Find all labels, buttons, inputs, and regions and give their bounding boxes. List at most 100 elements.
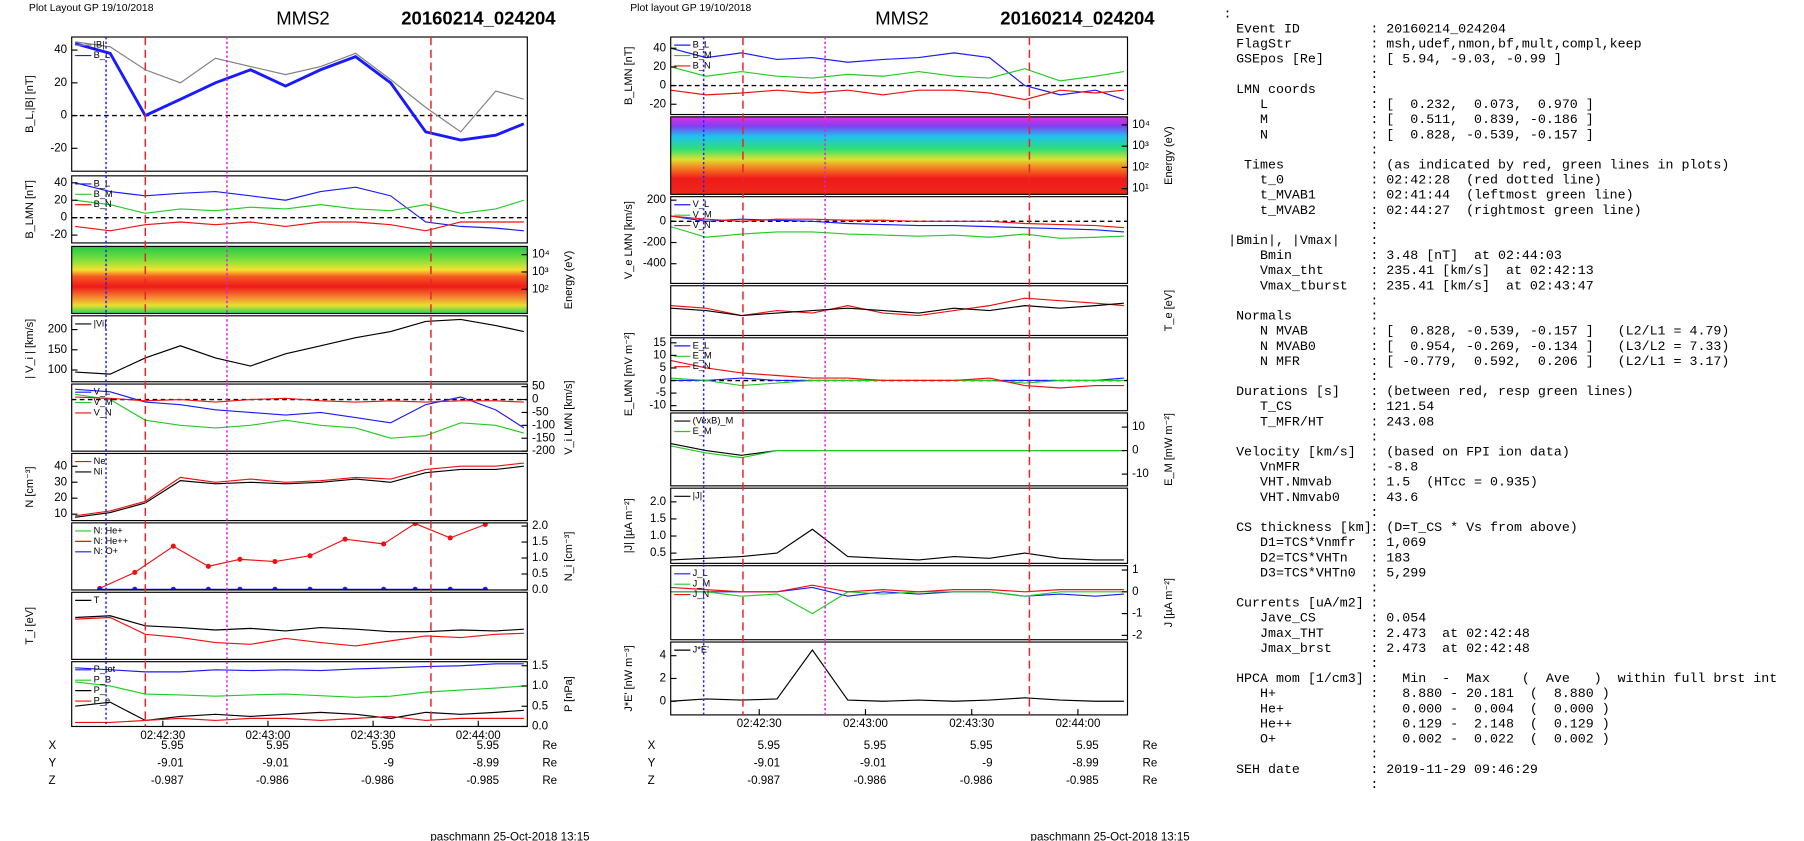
listing-value: : 5,299 (1370, 565, 1426, 580)
y-tick-label: 10³ (532, 266, 549, 278)
listing-key: t_0 (1228, 173, 1284, 188)
legend-label: N: He+ (94, 525, 123, 535)
series-line (670, 359, 1124, 389)
panel-frame (71, 452, 528, 522)
ephemeris-unit: Re (1143, 775, 1158, 787)
legend-label: B_M (693, 50, 712, 60)
listing-value: : 0.129 - 2.148 ( 0.129 ) (1370, 716, 1609, 731)
x-tick-label: 02:44:00 (456, 730, 501, 742)
ephemeris-label: Z (648, 775, 655, 787)
listing-value: : (1370, 580, 1378, 595)
series-line (670, 377, 1124, 387)
y-tick-label: 1.5 (532, 536, 548, 548)
y-axis-label: B_LMN [nT] (24, 180, 36, 239)
legend-label: E_L (693, 340, 709, 350)
y-axis-label: E_LMN [mV m⁻²] (623, 332, 635, 416)
listing-key: M (1228, 112, 1268, 127)
legend-label: J*E' (693, 645, 709, 655)
ephemeris-unit: Re (1143, 758, 1158, 770)
y-tick-label: 20 (653, 61, 666, 73)
ephemeris-value: 5.95 (1076, 740, 1098, 752)
data-point (342, 586, 348, 590)
series-line (74, 42, 525, 142)
y-tick-label: 10³ (1132, 140, 1149, 152)
panel-frame (670, 487, 1129, 564)
data-point (205, 563, 211, 569)
plot-area (670, 584, 1124, 615)
y-tick-label: 1.0 (532, 680, 548, 692)
legend-label: J_N (693, 589, 709, 599)
series-line (75, 465, 524, 518)
listing-key: |Bmin|, |Vmax| (1228, 233, 1340, 248)
y-axis-label: B_LMN [nT] (623, 47, 635, 106)
legend-label: P_i (94, 685, 107, 695)
y-tick-label: 15 (653, 337, 666, 349)
listing-key: L (1228, 97, 1268, 112)
listing-key: D2=TCS*VHTn (1228, 550, 1348, 565)
y-tick-label: 200 (48, 324, 67, 336)
listing-key: LMN coords (1228, 82, 1316, 97)
listing-key: Currents [uA/m2] (1228, 596, 1364, 611)
listing-value: : (1370, 293, 1378, 308)
data-point (307, 586, 313, 590)
series-line (670, 584, 1124, 593)
event-id: 20160214_024204 (401, 8, 556, 29)
legend-label: B_L (94, 50, 110, 60)
legend-label: E_N (693, 361, 711, 371)
y-tick-label: -20 (649, 98, 666, 110)
panel-frame (670, 412, 1129, 487)
listing-value: : (1370, 82, 1378, 97)
y-tick-label: 0.5 (650, 547, 666, 559)
listing-value: : 243.08 (1370, 414, 1434, 429)
spectrogram (71, 246, 528, 314)
y-axis-label: T_e [eV] (1163, 290, 1175, 331)
panel-frame (670, 285, 1129, 337)
listing-value: : (1370, 656, 1378, 671)
y-axis-label: N [cm⁻³] (24, 466, 36, 507)
y-tick-label: 1.0 (650, 530, 666, 542)
listing-key: Durations [s] (1228, 384, 1340, 399)
data-point (97, 586, 103, 590)
ephemeris-label: Y (648, 758, 656, 770)
data-point (237, 586, 243, 590)
y-axis-label: J [µA m⁻²] (1163, 578, 1175, 627)
data-point (381, 586, 387, 590)
y-tick-label: 40 (54, 44, 67, 56)
panel-frame (71, 661, 528, 728)
series-line (670, 528, 1124, 561)
ephemeris-value: 5.95 (371, 740, 393, 752)
plot-area (97, 522, 488, 590)
legend-label: P_B (94, 675, 111, 685)
y-tick-label: 1.5 (532, 660, 548, 672)
listing-value: : 02:44:27 (rightmost green line) (1370, 203, 1641, 218)
legend-label: V_L (94, 387, 110, 397)
ephemeris-value: -0.986 (256, 775, 289, 787)
listing-key: N (1228, 127, 1268, 142)
listing-key: VHT.Nmvab (1228, 475, 1332, 490)
listing-key: Times (1228, 157, 1284, 172)
listing-key: He++ (1228, 716, 1292, 731)
listing-value: : (as indicated by red, green lines in p… (1370, 157, 1729, 172)
series-line (75, 462, 524, 517)
plot-footer: paschmann 25-Oct-2018 13:15 (1031, 832, 1190, 841)
listing-value: : (1370, 218, 1378, 233)
y-axis-label: V_i LMN [km/s] (563, 380, 575, 454)
legend-label: |B| (94, 40, 105, 50)
y-axis-label: P [nPa] (563, 676, 575, 712)
ephemeris-value: 5.95 (161, 740, 183, 752)
x-tick-label: 02:43:00 (245, 730, 290, 742)
listing-value: : (1370, 429, 1378, 444)
y-tick-label: 1.0 (532, 552, 548, 564)
listing-key: VHT.Nmvab0 (1228, 490, 1340, 505)
listing-value: : (1370, 142, 1378, 157)
ephemeris-unit: Re (1143, 740, 1158, 752)
listing-value: : (based on FPI ion data) (1370, 445, 1569, 460)
y-axis-label: |J| [µA m⁻²] (623, 498, 635, 553)
y-tick-label: -400 (643, 258, 666, 270)
y-tick-label: 40 (54, 177, 67, 189)
legend-label: P_e (94, 695, 110, 705)
series-line (670, 302, 1124, 317)
y-tick-label: 2.0 (650, 496, 666, 508)
y-axis-label: E_M [mW m⁻²] (1163, 413, 1175, 486)
